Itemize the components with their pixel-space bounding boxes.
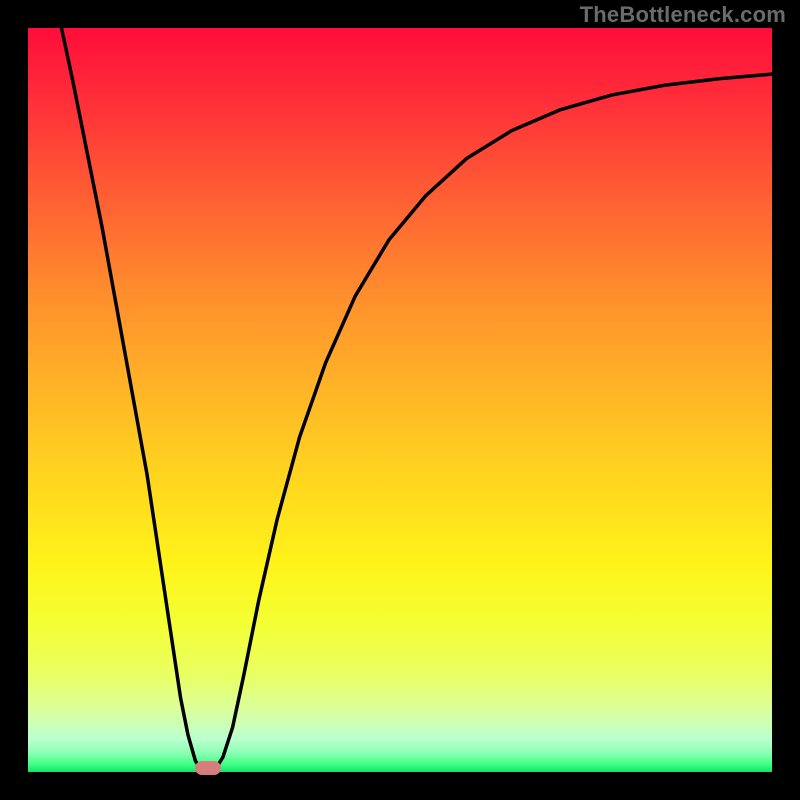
chart-container: TheBottleneck.com bbox=[0, 0, 800, 800]
optimal-point-marker bbox=[195, 761, 221, 775]
watermark-text: TheBottleneck.com bbox=[580, 2, 786, 28]
bottleneck-curve bbox=[28, 28, 772, 772]
plot-area bbox=[28, 28, 772, 772]
